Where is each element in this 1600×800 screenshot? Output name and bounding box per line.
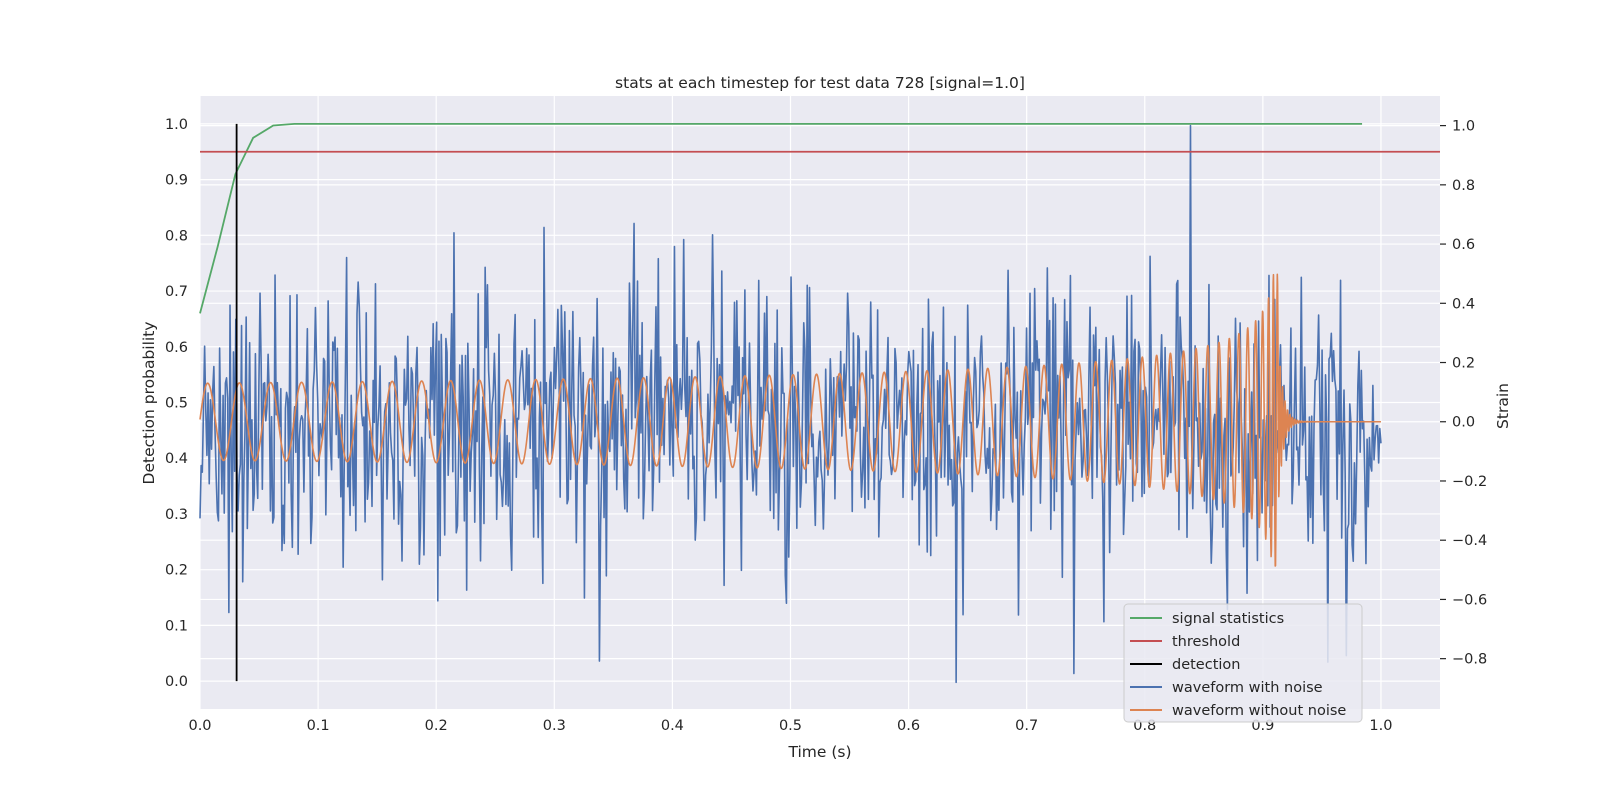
right-y-tick-label: 0.0 bbox=[1452, 415, 1475, 431]
right-y-axis-label: Strain bbox=[1494, 383, 1512, 429]
legend-label: waveform with noise bbox=[1172, 680, 1323, 696]
left-y-tick-label: 0.3 bbox=[165, 507, 188, 523]
x-tick-label: 0.0 bbox=[188, 718, 211, 734]
x-tick-label: 0.1 bbox=[307, 718, 330, 734]
x-tick-label: 0.6 bbox=[897, 718, 920, 734]
left-y-axis: 0.0 0.1 0.2 0.3 0.4 0.5 0.6 0.7 0.8 0.9 1.0 bbox=[165, 117, 188, 690]
left-y-tick-label: 0.5 bbox=[165, 396, 188, 412]
left-y-tick-label: 0.9 bbox=[165, 173, 188, 189]
right-y-tick-label: 0.6 bbox=[1452, 237, 1475, 253]
x-tick-label: 0.7 bbox=[1015, 718, 1038, 734]
series bbox=[199, 122, 1440, 684]
left-y-tick-label: 1.0 bbox=[165, 117, 188, 133]
legend-label: waveform without noise bbox=[1172, 703, 1346, 719]
legend-label: threshold bbox=[1172, 634, 1240, 650]
signal-statistics-line bbox=[199, 122, 1363, 314]
left-y-tick-label: 0.7 bbox=[165, 284, 188, 300]
left-y-tick-label: 0.2 bbox=[165, 563, 188, 579]
right-y-axis: −0.8 −0.6 −0.4 −0.2 0.0 0.2 0.4 0.6 0.8 1.0 bbox=[1440, 119, 1487, 668]
left-y-tick-label: 0.1 bbox=[165, 618, 188, 634]
legend-label: detection bbox=[1172, 657, 1240, 673]
left-y-axis-label: Detection probability bbox=[140, 322, 158, 485]
right-y-tick-label: 0.4 bbox=[1452, 296, 1475, 312]
legend-label: signal statistics bbox=[1172, 611, 1284, 627]
left-y-tick-label: 0.0 bbox=[165, 674, 188, 690]
right-y-tick-label: 1.0 bbox=[1452, 119, 1475, 135]
right-y-tick-label: −0.8 bbox=[1452, 652, 1487, 668]
chart-title: stats at each timestep for test data 728… bbox=[615, 74, 1025, 92]
left-y-tick-label: 0.8 bbox=[165, 228, 188, 244]
right-y-tick-label: 0.8 bbox=[1452, 178, 1475, 194]
legend-box bbox=[1123, 603, 1363, 723]
right-y-tick-label: 0.2 bbox=[1452, 356, 1475, 372]
waveform-with-noise-line bbox=[199, 124, 1382, 684]
x-tick-label: 1.0 bbox=[1369, 718, 1392, 734]
x-tick-label: 0.4 bbox=[661, 718, 684, 734]
x-tick-label: 0.2 bbox=[425, 718, 448, 734]
x-axis-label: Time (s) bbox=[787, 743, 851, 761]
x-tick-label: 0.5 bbox=[779, 718, 802, 734]
right-y-tick-label: −0.2 bbox=[1452, 474, 1487, 490]
waveform-without-noise-line bbox=[199, 273, 1382, 567]
right-y-tick-label: −0.4 bbox=[1452, 533, 1487, 549]
left-y-tick-label: 0.6 bbox=[165, 340, 188, 356]
x-tick-label: 0.3 bbox=[543, 718, 566, 734]
left-y-tick-label: 0.4 bbox=[165, 451, 188, 467]
right-y-tick-label: −0.6 bbox=[1452, 592, 1487, 608]
legend: signal statistics threshold detection wavef… bbox=[1123, 603, 1363, 723]
